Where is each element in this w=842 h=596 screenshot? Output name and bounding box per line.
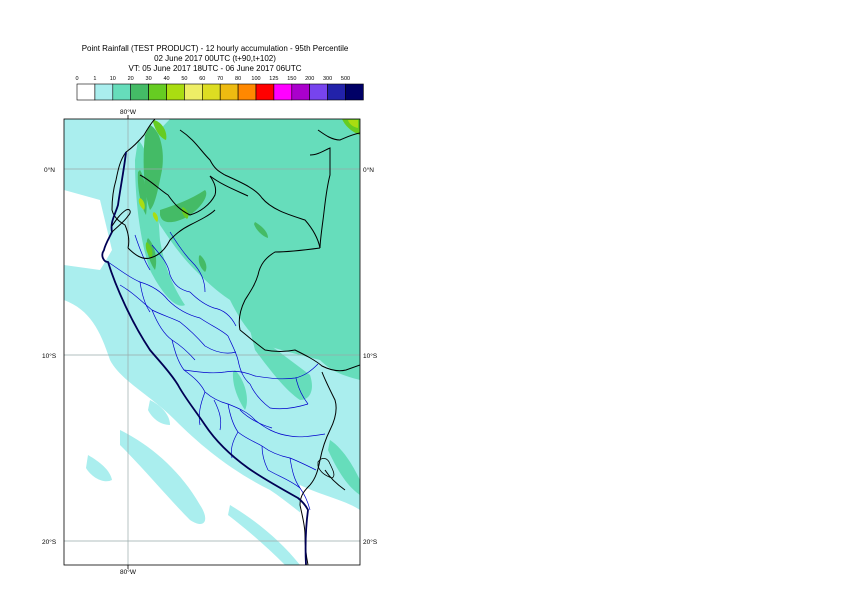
validity-time: VT: 05 June 2017 18UTC - 06 June 2017 06…: [128, 64, 302, 73]
region-boundaries: [107, 231, 326, 511]
color-legend: 0 1 10 20 30 40 50 60 70 80 100 125 150 200 300 500: [75, 76, 364, 101]
lat-label-left-20s: 20°S: [42, 538, 57, 546]
base-time: 02 June 2017 00UTC (t+90,t+102): [154, 54, 276, 63]
country-boundaries: [111, 119, 360, 565]
lat-label-right-0: 0°N: [363, 166, 374, 174]
lon-label-top: 80°W: [120, 108, 137, 116]
legend-threshold-label: 300: [323, 76, 332, 82]
legend-threshold-label: 20: [128, 76, 134, 82]
legend-threshold-label: 125: [269, 76, 278, 82]
map-frame: [63, 118, 361, 566]
rain-field-40mm: [138, 120, 358, 222]
dry-areas: [64, 190, 360, 565]
lat-label-left-10s: 10°S: [42, 352, 57, 360]
lat-label-left-0: 0°N: [44, 166, 55, 174]
lon-label-bottom: 80°W: [120, 568, 137, 576]
legend-threshold-label: 40: [163, 76, 169, 82]
gulf-guayaquil: [111, 209, 131, 233]
legend-threshold-label: 70: [217, 76, 223, 82]
legend-threshold-label: 1: [93, 76, 96, 82]
map-title: Point Rainfall (TEST PRODUCT) - 12 hourl…: [81, 44, 349, 53]
legend-threshold-label: 200: [305, 76, 314, 82]
legend-threshold-label: 100: [251, 76, 260, 82]
lake-titicaca: [317, 458, 335, 479]
legend-threshold-label: 60: [199, 76, 205, 82]
ocean-streaks: [86, 400, 300, 565]
graticule: [64, 119, 360, 565]
legend-threshold-label: 0: [75, 76, 78, 82]
lat-label-right-10s: 10°S: [363, 352, 378, 360]
legend-threshold-label: 150: [287, 76, 296, 82]
legend-threshold-label: 30: [146, 76, 152, 82]
legend-threshold-label: 500: [341, 76, 350, 82]
legend-threshold-label: 50: [181, 76, 187, 82]
legend-threshold-label: 80: [235, 76, 241, 82]
legend-swatch: [345, 83, 364, 101]
lat-label-right-20s: 20°S: [363, 538, 378, 546]
legend-threshold-label: 10: [110, 76, 116, 82]
